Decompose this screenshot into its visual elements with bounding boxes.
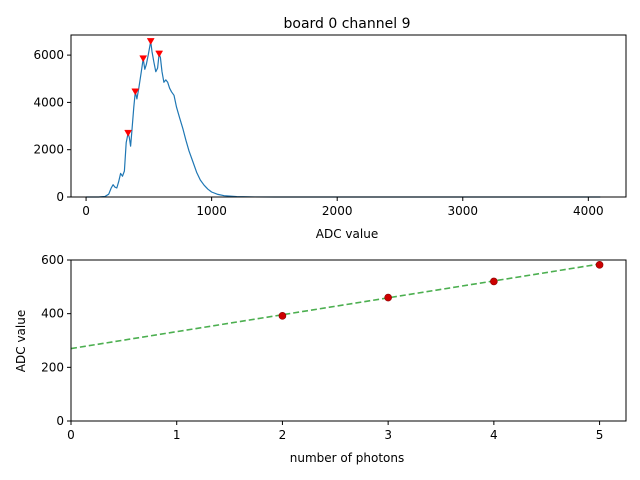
calibration-x-tick-label: 1 [173, 428, 181, 442]
calibration-plot: 0 1 2 3 4 5 0 200 400 600 number of photons ADC v… [14, 253, 627, 465]
spectrum-series-group [86, 38, 601, 198]
data-point [490, 277, 498, 286]
spectrum-y-tick-label: 4000 [33, 95, 64, 109]
calibration-y-tick-label: 200 [41, 360, 64, 374]
calibration-y-tick-label: 0 [56, 414, 64, 428]
peak-marker [155, 50, 164, 58]
peak-marker [124, 129, 133, 137]
plot-title: board 0 channel 9 [284, 16, 411, 32]
spectrum-y-tick-label: 2000 [33, 143, 64, 157]
spectrum-x-axis-label: ADC value [316, 227, 378, 241]
spectrum-y-tick-label: 0 [56, 190, 64, 204]
calibration-x-tick-label: 4 [490, 428, 498, 442]
calibration-y-axis-label: ADC value [14, 310, 28, 372]
calibration-x-tick-label: 3 [384, 428, 392, 442]
data-point [278, 312, 287, 320]
spectrum-axes-frame [70, 34, 627, 198]
calibration-axes-frame [70, 259, 627, 422]
spectrum-plot: board 0 channel 9 0 1000 2000 3000 4000 0 2000… [33, 16, 627, 241]
spectrum-y-tick-label: 6000 [33, 48, 64, 62]
spectrum-x-tick-label: 0 [82, 204, 90, 218]
calibration-y-tick-label: 600 [41, 253, 64, 267]
data-point [384, 293, 392, 302]
spectrum-x-tick-label: 4000 [573, 204, 604, 218]
calibration-x-tick-label: 0 [67, 428, 75, 442]
calibration-series-group [70, 261, 604, 350]
spectrum-line [86, 40, 601, 198]
data-point [595, 261, 604, 269]
spectrum-x-tick-label: 3000 [447, 204, 478, 218]
spectrum-x-tick-label: 2000 [322, 204, 353, 218]
peak-marker [146, 38, 155, 45]
calibration-y-tick-label: 400 [41, 307, 64, 321]
spectrum-x-tick-label: 1000 [196, 204, 227, 218]
calibration-x-axis-label: number of photons [290, 451, 405, 465]
calibration-ticks: 0 1 2 3 4 5 0 200 400 600 [41, 253, 603, 442]
calibration-x-tick-label: 5 [596, 428, 604, 442]
spectrum-ticks: 0 1000 2000 3000 4000 0 2000 4000 6000 [33, 48, 603, 218]
calibration-x-tick-label: 2 [279, 428, 287, 442]
fit-line [70, 263, 600, 350]
peak-marker [139, 55, 148, 63]
peak-marker [131, 88, 140, 96]
